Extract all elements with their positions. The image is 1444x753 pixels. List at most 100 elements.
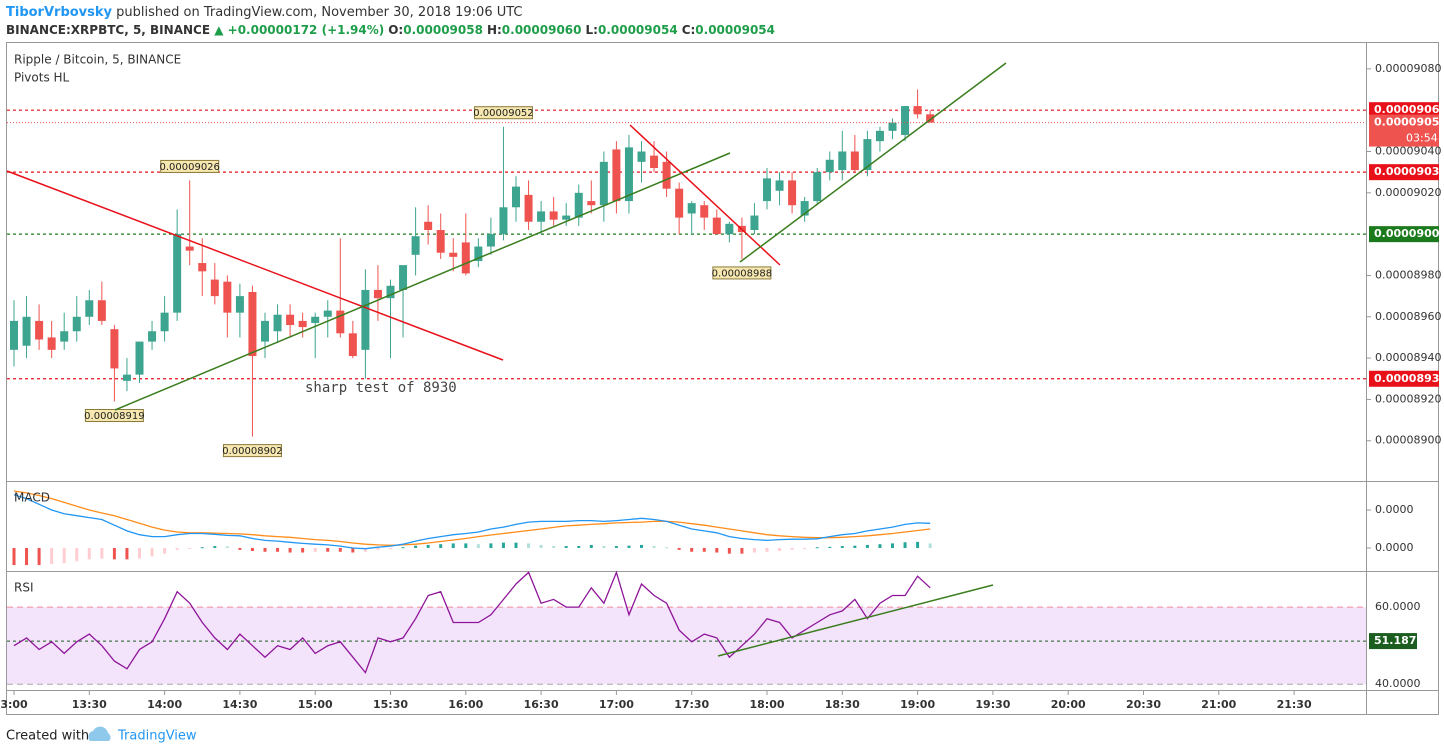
candle-body [875, 130, 884, 142]
candle-body [838, 151, 847, 171]
trend-line [6, 170, 504, 361]
pivot-label: 0.00009052 [473, 108, 533, 119]
trend-line [739, 62, 1007, 263]
pivot-label: 0.00009026 [159, 162, 219, 173]
macd-histogram-bar [828, 546, 832, 548]
rsi-band [7, 607, 1366, 685]
x-tick-label: 15:00 [298, 698, 333, 711]
candle-body [537, 211, 546, 222]
macd-histogram-bar [614, 546, 618, 548]
candle-body [599, 161, 608, 206]
macd-histogram-bar [891, 543, 894, 548]
macd-histogram-bar [301, 547, 305, 553]
indicator-name: Pivots HL [14, 71, 70, 85]
brand[interactable]: TradingView [117, 729, 197, 744]
candle-body [311, 316, 320, 323]
candle-body [562, 215, 571, 220]
x-tick-label: 14:30 [222, 698, 257, 711]
macd-histogram-bar [640, 544, 643, 548]
macd-histogram-bar [75, 547, 79, 562]
x-tick-label: 20:00 [1051, 698, 1086, 711]
macd-histogram-bar [702, 547, 706, 552]
macd-histogram-bar [414, 545, 418, 548]
macd-histogram-bar [577, 546, 581, 548]
candle-body [687, 203, 696, 214]
macd-histogram-bar [238, 547, 242, 550]
macd-histogram-bar [163, 547, 167, 554]
macd-histogram-bar [138, 547, 141, 559]
macd-histogram-bar [188, 547, 192, 549]
candle-body [160, 312, 169, 332]
level-label: 0.00009060 [1374, 103, 1444, 116]
macd-histogram-bar [815, 547, 819, 549]
symbol-line: BINANCE:XRPBTC, 5, BINANCE ▲ +0.00000172… [6, 23, 775, 37]
candle-body [148, 331, 157, 342]
macd-histogram-bar [752, 547, 756, 553]
candle-body [47, 337, 56, 350]
y-tick-label: 0.00009080 [1375, 62, 1441, 75]
level-label: 0.00009030 [1374, 165, 1444, 178]
candle-body [110, 329, 119, 369]
macd-histogram-bar [338, 547, 342, 552]
candle-body [85, 300, 94, 317]
level-label: 0.00009000 [1374, 227, 1444, 240]
last-price-tag [1369, 114, 1439, 147]
macd-histogram-bar [125, 547, 129, 560]
macd-histogram-bar [351, 547, 355, 553]
macd-histogram-bar [100, 547, 104, 559]
macd-histogram-bar [865, 544, 869, 548]
macd-histogram-bar [803, 547, 807, 550]
x-tick-label: 15:30 [373, 698, 408, 711]
x-tick-label: 18:30 [825, 698, 860, 711]
candle-body [361, 289, 370, 350]
macd-histogram-bar [50, 547, 54, 564]
candle-body [775, 180, 784, 191]
candle-body [712, 217, 721, 235]
level-tag [1369, 226, 1439, 243]
macd-histogram-bar [727, 547, 731, 554]
arrow: ▲ [214, 23, 224, 37]
candle-body [901, 106, 910, 135]
macd-histogram-bar [589, 544, 593, 548]
ohlc-key: O: [388, 23, 403, 37]
candle-body [60, 331, 69, 342]
candle-body [650, 155, 659, 169]
macd-histogram-bar [778, 547, 782, 552]
candle-body [637, 151, 646, 162]
candle-body [512, 186, 520, 208]
candle-body [336, 310, 345, 334]
macd-histogram-bar [225, 546, 229, 548]
candle-body [863, 139, 872, 171]
macd-line [13, 494, 931, 550]
author[interactable]: TiborVrbovsky [6, 5, 113, 20]
candle-body [675, 188, 684, 218]
level-tag [1369, 370, 1439, 387]
rsi-label: RSI [14, 581, 34, 595]
candle-body [35, 320, 44, 340]
macd-histogram-bar [313, 547, 317, 552]
candle-body [574, 192, 583, 218]
pivot-box [473, 106, 533, 120]
candle-body [524, 194, 533, 222]
macd-histogram-bar [928, 543, 932, 548]
candle-body [411, 236, 420, 255]
candle-body [461, 242, 470, 274]
candle-body [825, 159, 834, 173]
candle-body [913, 106, 922, 115]
candle-body [888, 122, 897, 131]
candle-body [286, 314, 295, 326]
candle-body [850, 151, 859, 171]
change: +0.00000172 (+1.94%) [228, 23, 385, 37]
macd-histogram-bar [740, 547, 744, 554]
ohlc-key: C: [682, 23, 696, 37]
candle-body [725, 223, 734, 235]
candle-body [122, 374, 131, 381]
macd-histogram-bar [790, 547, 794, 550]
level-tag [1369, 102, 1439, 119]
candle-body [235, 296, 244, 313]
rsi-level-label: 51.1873 [1374, 634, 1424, 647]
y-tick-label: 0.00008920 [1375, 392, 1441, 405]
macd-histogram-bar [501, 542, 505, 548]
macd-histogram-bar [840, 546, 844, 548]
candle-body [273, 314, 282, 332]
